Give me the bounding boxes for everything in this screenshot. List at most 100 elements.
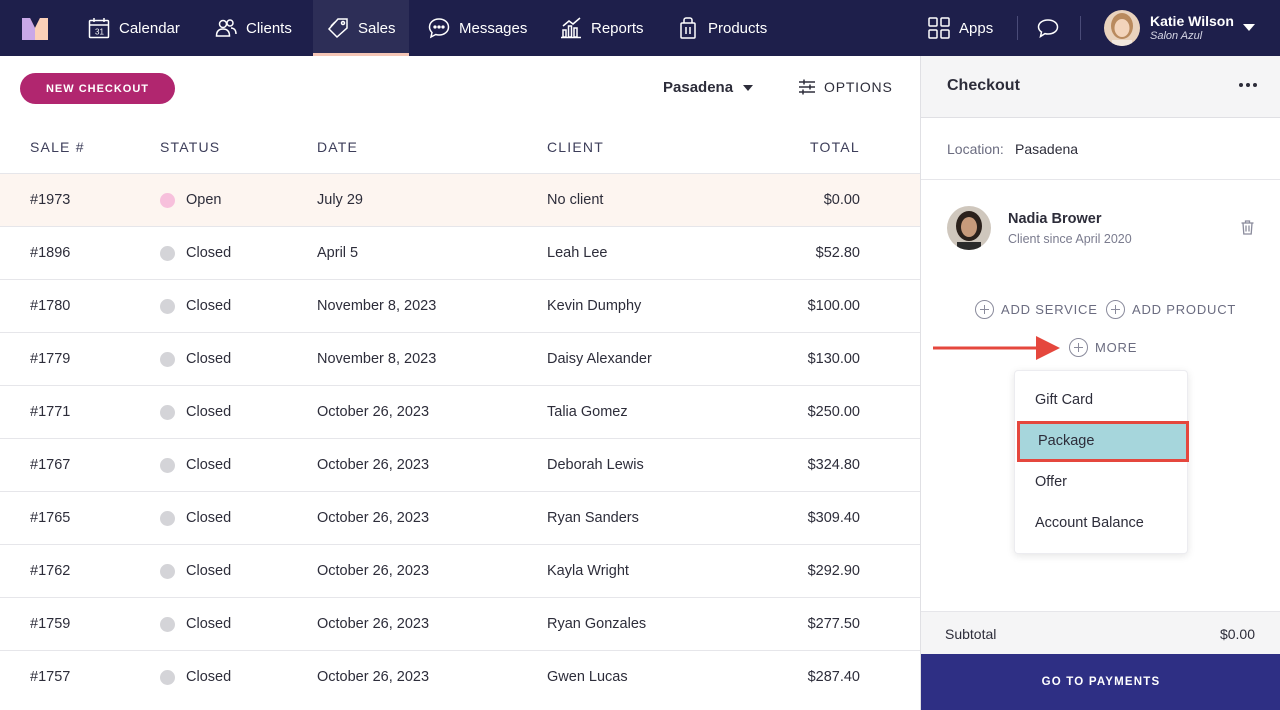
nav-separator — [1080, 16, 1081, 40]
nav-messages[interactable]: Messages — [428, 0, 527, 56]
nav-chat-button[interactable] — [1037, 0, 1059, 56]
plus-circle-icon — [1106, 300, 1125, 319]
nav-calendar[interactable]: 31 Calendar — [88, 0, 180, 56]
user-menu[interactable]: Katie Wilson Salon Azul — [1104, 10, 1255, 46]
plus-circle-icon — [1069, 338, 1088, 357]
add-product-label: ADD PRODUCT — [1132, 302, 1237, 317]
table-row[interactable]: #1896 Closed April 5 Leah Lee $52.80 — [0, 226, 920, 279]
options-label: OPTIONS — [824, 79, 893, 95]
sale-date: October 26, 2023 — [317, 510, 430, 526]
app-logo-icon[interactable] — [20, 14, 50, 42]
menu-item-gift-card[interactable]: Gift Card — [1035, 392, 1094, 408]
calendar-icon: 31 — [88, 18, 110, 39]
caret-down-icon — [743, 84, 754, 91]
sale-date: November 8, 2023 — [317, 351, 437, 367]
new-checkout-button[interactable]: NEW CHECKOUT — [20, 73, 175, 104]
nav-products[interactable]: Products — [677, 0, 767, 56]
menu-item-offer[interactable]: Offer — [1035, 474, 1067, 490]
sale-number: #1771 — [30, 404, 71, 420]
table-row[interactable]: #1973 Open July 29 No client $0.00 — [0, 173, 920, 226]
nav-clients[interactable]: Clients — [215, 0, 292, 56]
table-row[interactable]: #1762 Closed October 26, 2023 Kayla Wright $… — [0, 544, 920, 597]
status-text: Closed — [186, 510, 232, 526]
table-row[interactable]: #1765 Closed October 26, 2023 Ryan Sanders $… — [0, 491, 920, 544]
user-business: Salon Azul — [1150, 30, 1203, 42]
location-dropdown[interactable]: Pasadena — [663, 79, 754, 96]
client-name-cell: Daisy Alexander — [547, 351, 652, 367]
column-header-sale[interactable]: SALE # — [30, 139, 85, 155]
table-row[interactable]: #1767 Closed October 26, 2023 Deborah Lewis… — [0, 438, 920, 491]
table-row[interactable]: #1759 Closed October 26, 2023 Ryan Gonzales… — [0, 597, 920, 650]
table-row[interactable]: #1771 Closed October 26, 2023 Talia Gomez $2… — [0, 385, 920, 438]
sale-number: #1757 — [30, 669, 71, 685]
trash-icon[interactable] — [1241, 220, 1254, 240]
sale-date: October 26, 2023 — [317, 616, 430, 632]
sale-number: #1973 — [30, 192, 71, 208]
sale-number: #1765 — [30, 510, 71, 526]
nav-apps[interactable]: Apps — [928, 0, 993, 56]
client-name-cell: Deborah Lewis — [547, 457, 644, 473]
sale-number: #1762 — [30, 563, 71, 579]
nav-separator — [1017, 16, 1018, 40]
go-to-payments-button[interactable]: GO TO PAYMENTS — [921, 654, 1280, 710]
column-header-date[interactable]: DATE — [317, 139, 359, 155]
sale-number: #1767 — [30, 457, 71, 473]
sale-total: $309.40 — [807, 510, 860, 526]
clients-icon — [215, 19, 237, 37]
checkout-title: Checkout — [947, 77, 1020, 94]
status-dot-icon — [160, 405, 175, 420]
checkout-panel-header: Checkout — [921, 56, 1280, 118]
sale-total: $52.80 — [815, 245, 860, 261]
status-dot-icon — [160, 564, 175, 579]
column-header-status[interactable]: STATUS — [160, 139, 221, 155]
nav-apps-label: Apps — [959, 19, 994, 37]
nav-reports[interactable]: Reports — [560, 0, 644, 56]
chart-icon — [561, 17, 581, 39]
menu-item-package[interactable]: Package — [1017, 421, 1189, 462]
chat-icon — [428, 18, 450, 39]
status-text: Closed — [186, 351, 232, 367]
subtotal-value: $0.00 — [1219, 626, 1255, 642]
user-avatar — [1104, 10, 1140, 46]
add-product-button[interactable]: ADD PRODUCT — [1106, 300, 1236, 319]
client-name[interactable]: Nadia Brower — [1008, 211, 1102, 227]
table-row[interactable]: #1779 Closed November 8, 2023 Daisy Alexand… — [0, 332, 920, 385]
sale-total: $324.80 — [807, 457, 860, 473]
speech-bubble-icon — [1037, 19, 1059, 39]
client-name-cell: Leah Lee — [547, 245, 608, 261]
client-since: Client since April 2020 — [1008, 232, 1132, 246]
status-dot-icon — [160, 617, 175, 632]
status-text: Closed — [186, 616, 232, 632]
location-value: Pasadena — [1015, 141, 1079, 157]
nav-reports-label: Reports — [591, 19, 644, 37]
add-service-button[interactable]: ADD SERVICE — [975, 300, 1098, 319]
sale-date: October 26, 2023 — [317, 563, 430, 579]
more-button[interactable]: MORE — [1069, 338, 1137, 357]
status-text: Closed — [186, 245, 232, 261]
status-dot-icon — [160, 458, 175, 473]
client-name-cell: Gwen Lucas — [547, 669, 628, 685]
status-text: Closed — [186, 563, 232, 579]
table-row[interactable]: #1780 Closed November 8, 2023 Kevin Dumphy $… — [0, 279, 920, 332]
client-avatar — [947, 206, 991, 250]
client-name-cell: Ryan Gonzales — [547, 616, 647, 632]
nav-clients-label: Clients — [246, 19, 292, 37]
add-service-label: ADD SERVICE — [1001, 302, 1098, 317]
top-nav: 31 Calendar Clients Sales Messages Repor… — [0, 0, 1280, 56]
menu-item-account-balance[interactable]: Account Balance — [1035, 515, 1144, 531]
column-header-total[interactable]: TOTAL — [810, 139, 860, 155]
sale-total: $0.00 — [823, 192, 860, 208]
client-name-cell: Ryan Sanders — [547, 510, 639, 526]
sale-date: November 8, 2023 — [317, 298, 437, 314]
status-dot-icon — [160, 352, 175, 367]
table-row[interactable]: #1757 Closed October 26, 2023 Gwen Lucas $28… — [0, 650, 920, 703]
options-button[interactable]: OPTIONS — [798, 79, 893, 95]
more-options-icon[interactable] — [1239, 83, 1257, 87]
status-text: Open — [186, 192, 222, 208]
sale-total: $250.00 — [807, 404, 860, 420]
client-name-cell: Kayla Wright — [547, 563, 629, 579]
sale-total: $100.00 — [807, 298, 860, 314]
annotation-arrow-icon — [933, 336, 1060, 360]
column-header-client[interactable]: CLIENT — [547, 139, 604, 155]
nav-sales[interactable]: Sales — [313, 0, 409, 56]
